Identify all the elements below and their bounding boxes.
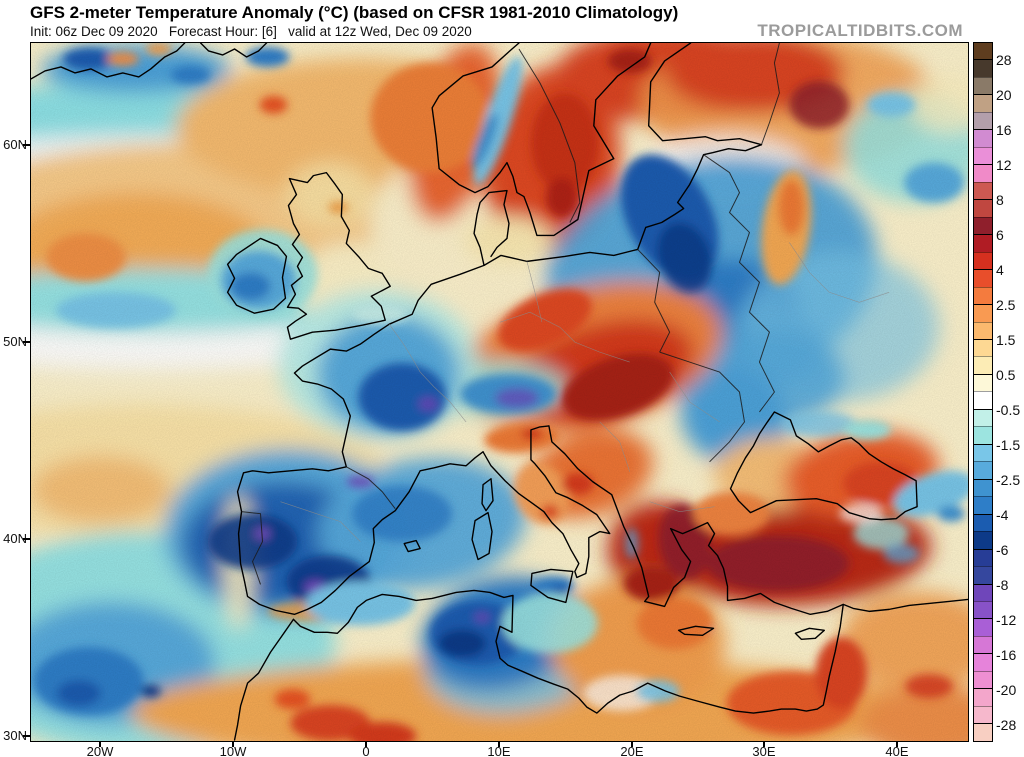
colorbar-block xyxy=(974,111,992,130)
colorbar-label: 6 xyxy=(996,226,1004,243)
colorbar-label: -4 xyxy=(996,506,1009,523)
lon-tick-mark xyxy=(631,742,633,747)
colorbar-block xyxy=(974,304,992,322)
lon-tick-mark xyxy=(896,742,898,747)
colorbar-label: -20 xyxy=(996,681,1017,698)
colorbar-label: -1.5 xyxy=(996,436,1021,453)
colorbar-block xyxy=(974,566,992,584)
colorbar-block xyxy=(974,164,992,182)
lat-tick-mark xyxy=(23,144,30,146)
map-area xyxy=(30,42,969,742)
colorbar-label: 2.5 xyxy=(996,296,1016,313)
colorbar-block xyxy=(974,443,992,462)
colorbar-block xyxy=(974,269,992,287)
colorbar-block xyxy=(974,199,992,217)
colorbar-block xyxy=(974,181,992,200)
colorbar-label: 20 xyxy=(996,86,1012,103)
colorbar-block xyxy=(974,321,992,339)
lon-tick-label: 10W xyxy=(219,744,247,757)
colorbar-block xyxy=(974,653,992,671)
colorbar-block xyxy=(974,373,992,392)
lon-tick-mark xyxy=(99,742,101,747)
colorbar-block xyxy=(974,583,992,601)
colorbar-label: -0.5 xyxy=(996,401,1021,418)
colorbar-label-column: 28 20 16 12 8 6 4 2.5 1.5 0.5 -0.5 -1.5 -2.5 -4 -6 -8 -1… xyxy=(996,42,1024,742)
lat-tick-mark xyxy=(23,341,30,343)
colorbar-block xyxy=(974,688,992,706)
init-forecast-line: Init: 06z Dec 09 2020 Forecast Hour: [6]… xyxy=(30,24,472,39)
page-title: GFS 2-meter Temperature Anomaly (°C) (ba… xyxy=(30,3,679,22)
lat-tick-label: 30N xyxy=(3,728,27,743)
colorbar-block xyxy=(974,548,992,567)
lon-tick-mark xyxy=(365,742,367,747)
colorbar-label: -16 xyxy=(996,646,1017,663)
colorbar-block xyxy=(974,43,992,60)
colorbar-block xyxy=(974,496,992,514)
colorbar-block xyxy=(974,478,992,497)
lon-tick-mark xyxy=(232,742,234,747)
country-borders xyxy=(241,43,780,585)
colorbar-block xyxy=(974,391,992,409)
colorbar-label: -2.5 xyxy=(996,471,1021,488)
coastlines xyxy=(31,43,968,741)
lon-tick-label: 10E xyxy=(487,744,511,757)
colorbar-block xyxy=(974,461,992,479)
colorbar-label: -28 xyxy=(996,716,1017,733)
colorbar-label: 1.5 xyxy=(996,331,1016,348)
colorbar-block xyxy=(974,408,992,427)
colorbar-block xyxy=(974,216,992,235)
colorbar-label: 0.5 xyxy=(996,366,1016,383)
lon-tick-label: 20W xyxy=(86,744,114,757)
lat-tick-label: 60N xyxy=(3,137,27,152)
lon-tick-mark xyxy=(498,742,500,747)
anomaly-map-svg xyxy=(31,43,968,741)
colorbar-block xyxy=(974,531,992,549)
lon-tick-label: 0 xyxy=(362,744,370,757)
colorbar xyxy=(973,42,993,742)
colorbar-label: -6 xyxy=(996,541,1009,558)
colorbar-block xyxy=(974,513,992,532)
colorbar-block xyxy=(974,59,992,77)
colorbar-block xyxy=(974,129,992,147)
colorbar-label: 4 xyxy=(996,261,1004,278)
colorbar-label: 12 xyxy=(996,156,1012,173)
colorbar-block xyxy=(974,670,992,689)
colorbar-block xyxy=(974,618,992,636)
colorbar-block xyxy=(974,146,992,165)
lat-tick-mark xyxy=(23,735,30,737)
colorbar-block xyxy=(974,286,992,305)
admin-borders xyxy=(280,242,890,542)
grain-texture xyxy=(31,43,968,741)
lon-tick-label: 20E xyxy=(620,744,644,757)
colorbar-block xyxy=(974,635,992,654)
colorbar-block xyxy=(974,705,992,724)
lon-tick-mark xyxy=(763,742,765,747)
colorbar-label: -12 xyxy=(996,611,1017,628)
colorbar-block xyxy=(974,723,992,741)
colorbar-label: 28 xyxy=(996,51,1012,68)
colorbar-label: -8 xyxy=(996,576,1009,593)
tropicaltidbits-logo: TROPICALTIDBITS.COM xyxy=(757,21,963,40)
lon-tick-label: 40E xyxy=(885,744,909,757)
colorbar-block xyxy=(974,601,992,619)
colorbar-block xyxy=(974,426,992,444)
colorbar-block xyxy=(974,94,992,112)
lat-tick-label: 50N xyxy=(3,334,27,349)
colorbar-block xyxy=(974,76,992,95)
lat-tick-mark xyxy=(23,538,30,540)
colorbar-label: 8 xyxy=(996,191,1004,208)
colorbar-label: 16 xyxy=(996,121,1012,138)
colorbar-block xyxy=(974,356,992,374)
lon-tick-label: 30E xyxy=(752,744,776,757)
lat-tick-label: 40N xyxy=(3,531,27,546)
colorbar-block xyxy=(974,338,992,357)
colorbar-block xyxy=(974,251,992,270)
colorbar-block xyxy=(974,234,992,252)
